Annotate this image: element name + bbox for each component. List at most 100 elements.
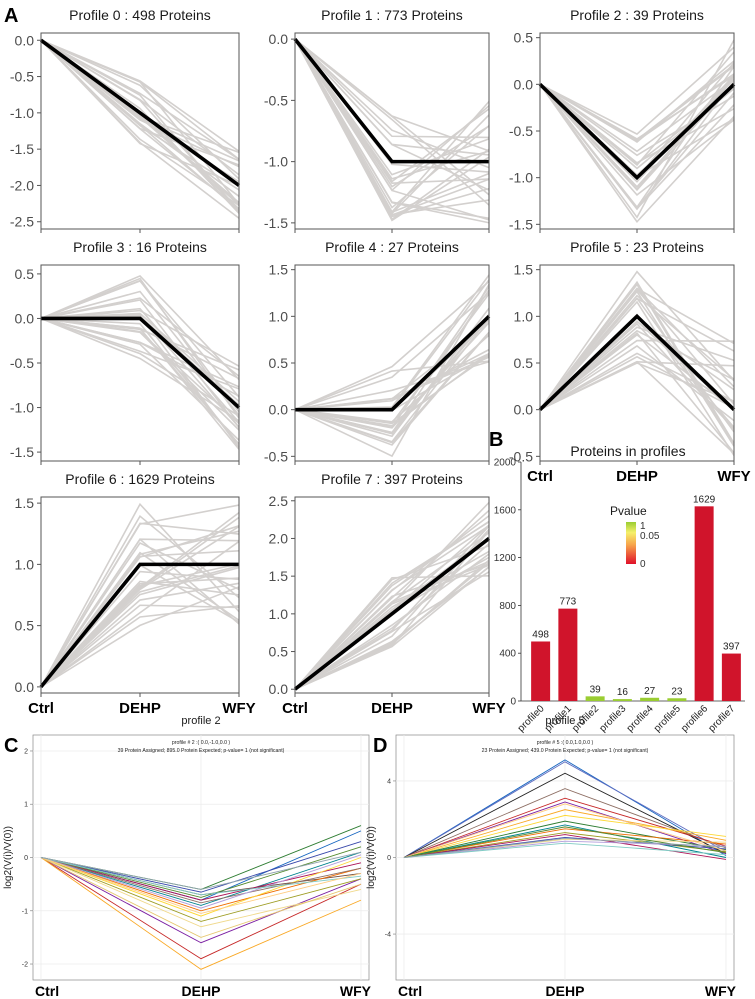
member-line — [294, 520, 490, 690]
protein-series-line — [403, 801, 727, 858]
member-line — [294, 543, 490, 690]
bar — [721, 653, 741, 701]
y-tick-label: -0.5 — [264, 448, 288, 464]
member-line — [539, 294, 735, 411]
profile-title: Profile 2 : 39 Proteins — [570, 7, 704, 23]
member-line — [539, 83, 735, 164]
protein-series-line — [403, 788, 727, 858]
y-tick-label: 1.0 — [15, 556, 35, 572]
y-tick-label: 0.5 — [269, 644, 289, 660]
x-category-label: Ctrl — [527, 468, 553, 485]
profile-header-line2: 39 Protein Assigned; 895.0 Protein Expec… — [118, 748, 285, 754]
y-tick-label: 2 — [24, 748, 28, 755]
proteins-bar-chart: Proteins in profiles 0 400 800 1200 1600 2000 4… — [494, 443, 745, 734]
y-tick-label: -1.0 — [264, 154, 288, 170]
bar — [531, 641, 551, 701]
y-tick-label: 1.5 — [15, 495, 35, 511]
member-line — [539, 65, 735, 142]
member-line — [294, 289, 490, 434]
y-tick-label: 0 — [387, 855, 391, 862]
x-category-label: Ctrl — [398, 983, 422, 999]
y-tick-label: -0.5 — [264, 92, 288, 108]
y-tick-label: 1.5 — [514, 262, 534, 278]
profile-title: Profile 0 : 498 Proteins — [69, 7, 211, 23]
member-line — [40, 514, 240, 688]
protein-series-line — [40, 857, 362, 938]
y-tick-label: 0.5 — [514, 30, 534, 46]
y-tick-label: -1.5 — [509, 216, 533, 232]
profile-title: Profile 7 : 397 Proteins — [321, 471, 463, 487]
protein-series-line — [403, 759, 727, 858]
member-line — [539, 339, 735, 411]
y-tick-label: -0.5 — [10, 69, 34, 85]
bar-value-label: 16 — [617, 687, 629, 698]
y-tick-label: -1.5 — [264, 215, 288, 231]
profile-chart-0: 0.0 -0.5 -1.0 -1.5 -2.0 -2.5 Profile 0 : 498 P… — [10, 7, 241, 233]
panel-letter: C — [4, 735, 18, 757]
profile-chart-7: 2.5 2.0 1.5 1.0 0.5 0.0 Ctrl DEHP WFY Profile 7 :… — [269, 471, 506, 717]
protein-series-line — [403, 828, 727, 858]
protein-series-line — [403, 837, 727, 858]
protein-series-line — [403, 824, 727, 858]
bar-category-label: profile4 — [625, 703, 656, 734]
member-line — [539, 300, 735, 456]
y-tick-label: 800 — [499, 601, 516, 612]
pvalue-legend-label: 0.05 — [640, 531, 660, 542]
member-line — [40, 580, 240, 688]
protein-series-line — [403, 772, 727, 858]
bar-value-label: 27 — [644, 686, 656, 697]
member-line — [294, 38, 490, 180]
member-line — [40, 307, 240, 423]
model-profile-line — [295, 315, 491, 412]
member-line — [539, 80, 735, 211]
protein-series-line — [40, 851, 362, 906]
model-profile-line — [538, 313, 736, 411]
protein-series-line — [40, 857, 362, 944]
y-tick-label: 0.0 — [269, 31, 289, 47]
member-line — [539, 360, 735, 455]
model-profile-line — [39, 38, 241, 187]
profile-chart-3: 0.5 0.0 -0.5 -1.0 -1.5 Profile 3 : 16 Protein… — [10, 239, 241, 465]
y-tick-label: 0.5 — [15, 266, 35, 282]
member-line — [539, 287, 735, 411]
y-tick-label: 0 — [24, 855, 28, 862]
member-line — [539, 344, 735, 422]
protein-series-line — [403, 842, 727, 858]
profile-chart-2: 0.5 0.0 -0.5 -1.0 -1.5 Profile 2 : 39 Protein… — [509, 7, 736, 233]
stem-plot-title: profile 2 — [181, 715, 220, 727]
member-line — [40, 551, 240, 688]
member-line — [40, 317, 240, 422]
stem-plot-title: profile 5 — [545, 715, 584, 727]
member-line — [294, 38, 490, 176]
member-line — [40, 317, 240, 431]
y-tick-label: 0.0 — [269, 681, 289, 697]
member-line — [294, 553, 490, 690]
bar — [667, 698, 687, 701]
member-line — [40, 582, 240, 688]
member-line — [40, 39, 240, 219]
y-tick-label: -0.5 — [10, 355, 34, 371]
member-line — [294, 38, 490, 169]
member-line — [539, 326, 735, 411]
bar — [585, 696, 605, 701]
bar-value-label: 397 — [723, 642, 740, 653]
member-line — [40, 565, 240, 688]
member-line — [539, 46, 735, 136]
profile-title: Profile 6 : 1629 Proteins — [65, 471, 214, 487]
member-line — [40, 586, 240, 688]
bar-category-label: profile0 — [516, 703, 547, 734]
member-line — [40, 290, 240, 416]
x-category-label: DEHP — [371, 700, 413, 717]
y-tick-label: -1.0 — [10, 400, 34, 416]
profile-title: Profile 1 : 773 Proteins — [321, 7, 463, 23]
x-category-label: WFY — [717, 468, 750, 485]
model-profile-line — [293, 38, 489, 164]
member-line — [40, 39, 240, 161]
member-line — [40, 317, 240, 450]
y-tick-label: -1.5 — [10, 444, 34, 460]
y-tick-label: -0.5 — [509, 123, 533, 139]
y-axis-label: log2(V(i)/V(0)) — [3, 826, 14, 889]
pvalue-legend-title: Pvalue — [610, 504, 647, 518]
member-line — [40, 279, 240, 413]
